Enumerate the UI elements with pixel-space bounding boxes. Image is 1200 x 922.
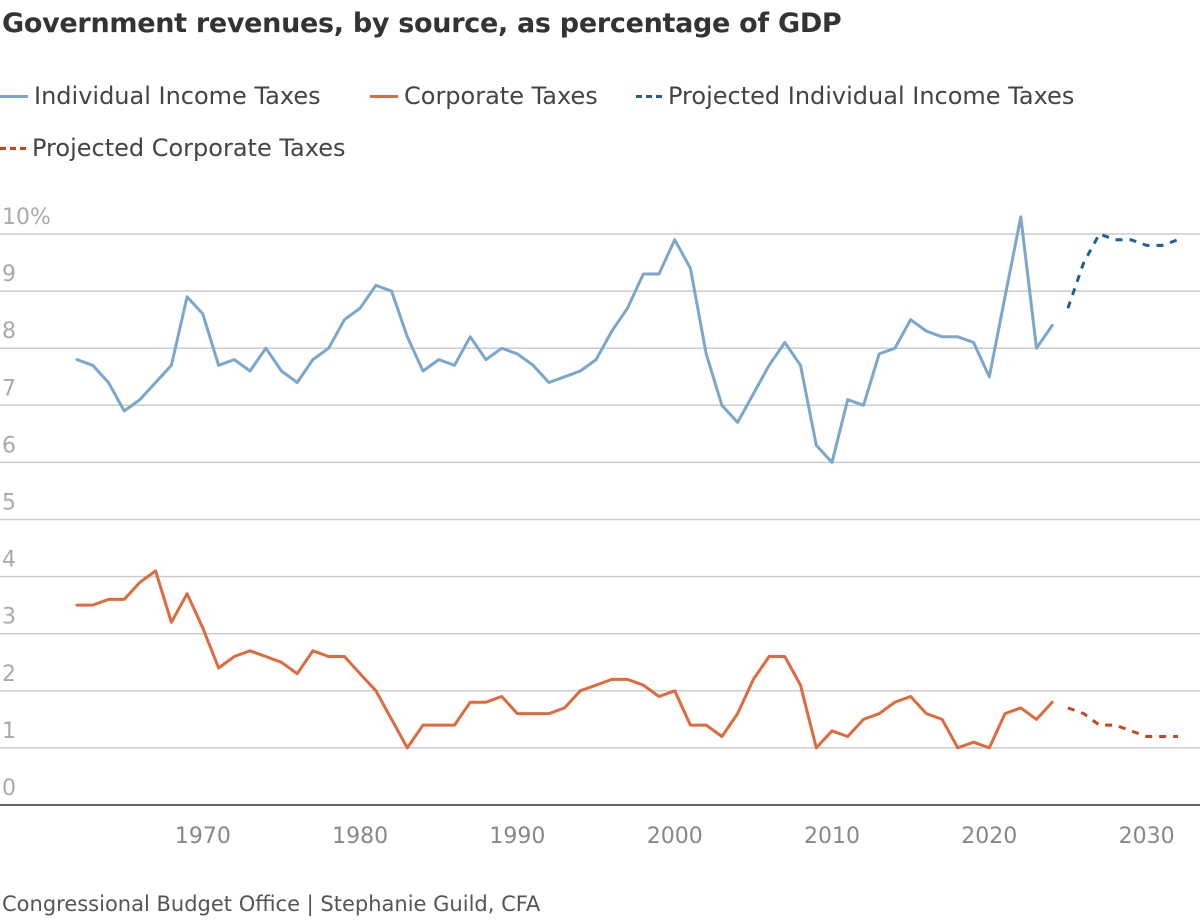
y-tick-label-2: 2 <box>2 662 16 687</box>
x-tick-label-2000: 2000 <box>647 824 703 849</box>
y-tick-label-6: 6 <box>2 433 16 458</box>
series-line-projected-corporate <box>1067 706 1178 738</box>
y-tick-label-5: 5 <box>2 491 16 516</box>
legend-label-projected-individual: Projected Individual Income Taxes <box>668 82 1075 110</box>
y-tick-label-3: 3 <box>2 605 16 630</box>
x-tick-label-2010: 2010 <box>804 824 860 849</box>
x-tick-label-1990: 1990 <box>489 824 545 849</box>
series-line-individual <box>75 215 1054 464</box>
x-tick-label-2030: 2030 <box>1119 824 1175 849</box>
x-axis-tick-labels: 1970 1980 1990 2000 2010 2020 2030 <box>175 824 1175 849</box>
y-tick-label-8: 8 <box>2 319 16 344</box>
legend-item-projected-individual: Projected Individual Income Taxes <box>636 82 1074 110</box>
source-note: Congressional Budget Office | Stephanie … <box>2 892 541 916</box>
y-tick-label-4: 4 <box>2 548 16 573</box>
x-tick-label-1980: 1980 <box>332 824 388 849</box>
y-axis-tick-labels: 0 1 2 3 4 5 6 7 8 9 10% <box>2 205 51 801</box>
y-tick-label-10: 10% <box>2 205 51 230</box>
y-tick-label-9: 9 <box>2 262 16 287</box>
legend-item-individual: Individual Income Taxes <box>0 82 321 110</box>
x-tick-label-1970: 1970 <box>175 824 231 849</box>
series-lines <box>75 215 1179 750</box>
x-tick-label-2020: 2020 <box>961 824 1017 849</box>
chart-title: Government revenues, by source, as perce… <box>2 8 842 39</box>
legend-label-corporate: Corporate Taxes <box>404 82 598 110</box>
legend-swatch-projected-individual <box>636 94 662 98</box>
legend-label-individual: Individual Income Taxes <box>34 82 321 110</box>
legend-label-projected-corporate: Projected Corporate Taxes <box>32 134 346 162</box>
y-tick-label-7: 7 <box>2 376 16 401</box>
legend-swatch-individual <box>0 94 28 98</box>
y-tick-label-1: 1 <box>2 719 16 744</box>
legend-item-corporate: Corporate Taxes <box>370 82 598 110</box>
legend-item-projected-corporate: Projected Corporate Taxes <box>0 134 345 162</box>
series-line-corporate <box>75 569 1054 750</box>
grid <box>0 233 1200 749</box>
legend-swatch-corporate <box>370 94 398 98</box>
legend-swatch-projected-corporate <box>0 146 26 150</box>
series-line-projected-individual <box>1066 232 1179 309</box>
y-tick-label-0: 0 <box>2 776 16 801</box>
